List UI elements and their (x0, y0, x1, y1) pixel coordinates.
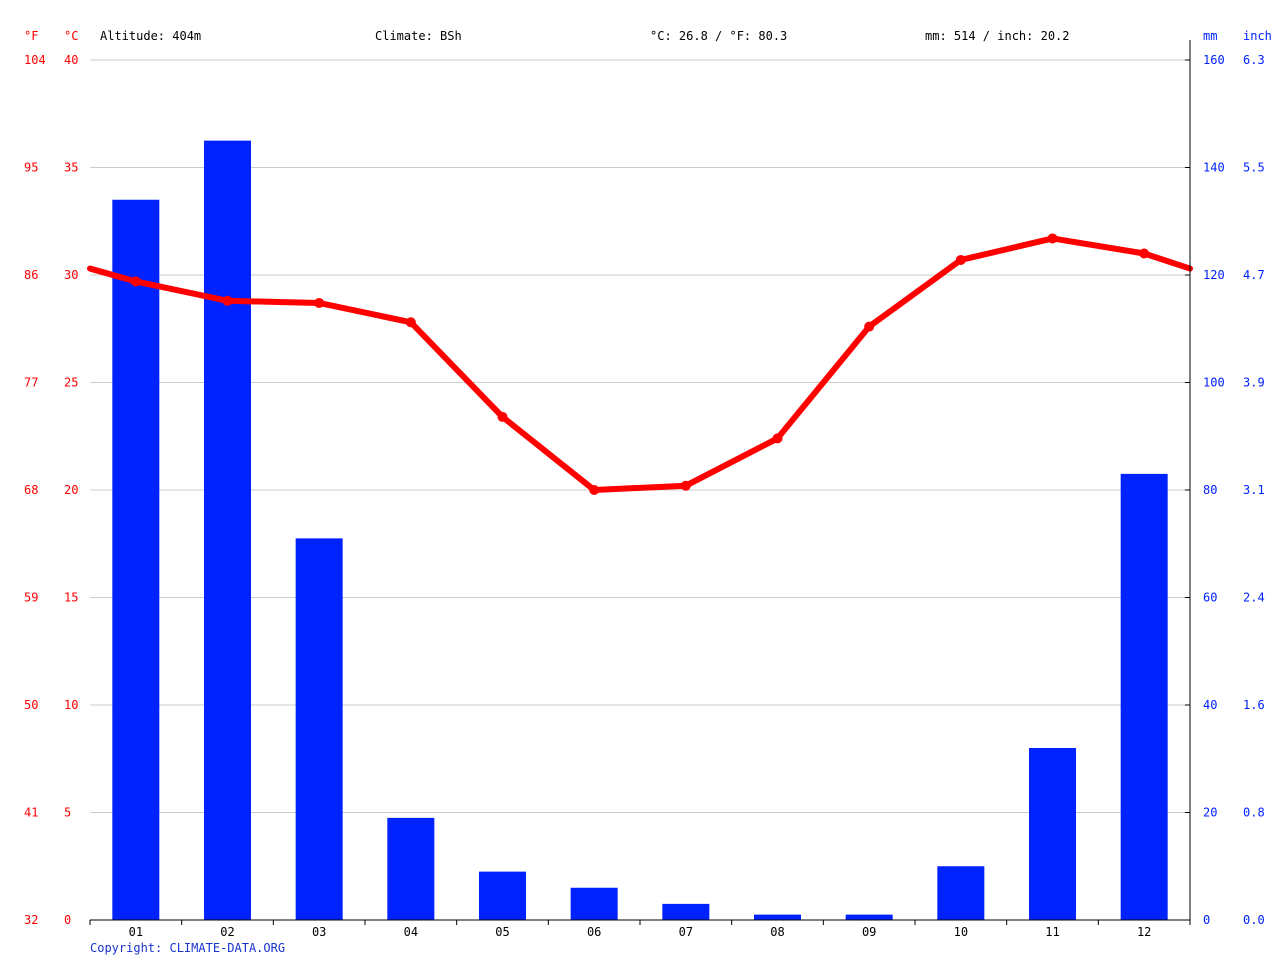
celsius-tick-label: 0 (64, 913, 71, 927)
month-label: 09 (862, 925, 876, 939)
celsius-tick-label: 5 (64, 806, 71, 820)
fahrenheit-axis-label: °F (24, 29, 38, 43)
inch-tick-label: 3.9 (1243, 376, 1265, 390)
temperature-point (589, 485, 600, 495)
temperature-point (1139, 248, 1150, 259)
fahrenheit-tick-label: 86 (24, 268, 38, 282)
inch-tick-label: 4.7 (1243, 268, 1265, 282)
month-label: 07 (679, 925, 693, 939)
celsius-tick-label: 10 (64, 698, 78, 712)
temperature-point (222, 295, 233, 306)
grid-lines (90, 59, 1190, 813)
precipitation-bar (1029, 748, 1076, 920)
fahrenheit-tick-label: 50 (24, 698, 38, 712)
mm-tick-label: 20 (1203, 806, 1217, 820)
fahrenheit-tick-label: 77 (24, 376, 38, 390)
temperature-point (864, 321, 875, 332)
inch-tick-label: 0.0 (1243, 913, 1265, 927)
temperature-point (1047, 233, 1058, 244)
inch-tick-label: 6.3 (1243, 53, 1265, 67)
mm-tick-label: 140 (1203, 161, 1225, 175)
temperature-point (314, 297, 325, 308)
temperature-point (680, 480, 691, 491)
temperature-line-path (87, 235, 1193, 493)
precipitation-bar (662, 903, 710, 920)
fahrenheit-tick-label: 95 (24, 161, 38, 175)
temperature-point (130, 276, 141, 287)
celsius-tick-label: 40 (64, 53, 78, 67)
precipitation-bar (570, 887, 618, 920)
altitude-label: Altitude: 404m (100, 29, 201, 43)
celsius-tick-label: 20 (64, 483, 78, 497)
inch-tick-label: 5.5 (1243, 161, 1265, 175)
mm-axis-label: mm (1203, 29, 1217, 43)
month-label: 10 (954, 925, 968, 939)
month-label: 04 (404, 925, 418, 939)
month-label: 12 (1137, 925, 1151, 939)
inch-tick-label: 0.8 (1243, 806, 1265, 820)
temperature-line (87, 233, 1193, 495)
precipitation-bar (937, 866, 985, 920)
month-label: 11 (1045, 925, 1059, 939)
inch-tick-label: 2.4 (1243, 591, 1265, 605)
month-label: 02 (220, 925, 234, 939)
axes (90, 40, 1191, 921)
celsius-tick-label: 25 (64, 376, 78, 390)
mm-tick-label: 100 (1203, 376, 1225, 390)
celsius-tick-label: 30 (64, 268, 78, 282)
mm-tick-label: 80 (1203, 483, 1217, 497)
temperature-point (497, 411, 508, 422)
precipitation-bars (112, 140, 1168, 920)
fahrenheit-tick-label: 104 (24, 53, 46, 67)
climate-label: Climate: BSh (375, 29, 462, 43)
inch-axis-label: inch (1243, 29, 1272, 43)
month-label: 03 (312, 925, 326, 939)
fahrenheit-tick-label: 32 (24, 913, 38, 927)
precipitation-bar (754, 914, 801, 920)
mm-tick-label: 40 (1203, 698, 1217, 712)
fahrenheit-tick-label: 59 (24, 591, 38, 605)
temperature-point (405, 317, 416, 328)
precipitation-bar (112, 199, 160, 920)
inch-tick-label: 3.1 (1243, 483, 1265, 497)
fahrenheit-tick-label: 68 (24, 483, 38, 497)
copyright-link[interactable]: Copyright: CLIMATE-DATA.ORG (90, 941, 285, 955)
temperature-point (955, 254, 966, 265)
precipitation-bar (295, 538, 343, 920)
month-label: 06 (587, 925, 601, 939)
mm-tick-label: 120 (1203, 268, 1225, 282)
precipitation-summary: mm: 514 / inch: 20.2 (925, 29, 1070, 43)
precipitation-bar (845, 914, 893, 920)
precipitation-bar (204, 140, 251, 920)
inch-tick-label: 1.6 (1243, 698, 1265, 712)
precipitation-bar (387, 817, 435, 920)
temperature-summary: °C: 26.8 / °F: 80.3 (650, 29, 787, 43)
temperature-point (772, 433, 783, 444)
celsius-axis-label: °C (64, 29, 78, 43)
mm-tick-label: 0 (1203, 913, 1210, 927)
mm-tick-label: 60 (1203, 591, 1217, 605)
precipitation-bar (479, 871, 526, 920)
month-label: 05 (495, 925, 509, 939)
month-label: 08 (770, 925, 784, 939)
axis-ticks: 104 40 160 6.395 35 140 5.586 30 120 4.777 25 100 3.… (24, 53, 1265, 939)
precipitation-bar (1120, 473, 1168, 920)
celsius-tick-label: 15 (64, 591, 78, 605)
month-label: 01 (129, 925, 143, 939)
mm-tick-label: 160 (1203, 53, 1225, 67)
celsius-tick-label: 35 (64, 161, 78, 175)
fahrenheit-tick-label: 41 (24, 806, 38, 820)
